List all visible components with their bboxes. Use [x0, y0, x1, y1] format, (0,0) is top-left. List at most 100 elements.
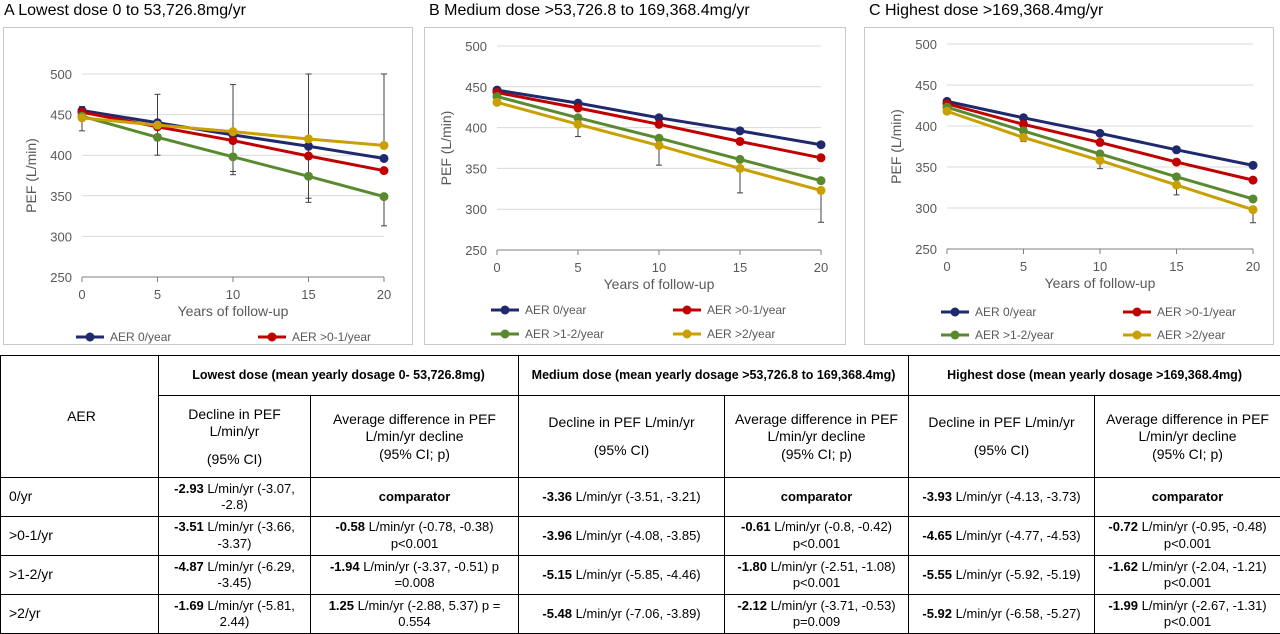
cell-estimate: 1.25 [328, 597, 354, 613]
data-point [1172, 172, 1181, 182]
cell-detail: L/min/yr (-3.71, -0.53) p=0.009 [767, 597, 896, 629]
cell-estimate: comparator [780, 488, 853, 504]
data-point [228, 136, 238, 146]
cell-estimate: -1.69 [174, 597, 204, 613]
legend-label: AER >2/year [1157, 328, 1225, 342]
x-tick-label: 10 [1093, 259, 1107, 274]
data-point [735, 126, 745, 136]
y-tick-label: 350 [915, 160, 937, 175]
x-tick-label: 15 [301, 287, 315, 302]
table-cell: -5.15 L/min/yr (-5.85, -4.46) [518, 554, 726, 595]
cell-detail: L/min/yr (-3.66, -3.37) [203, 519, 295, 551]
row-label: 0/yr [0, 477, 159, 517]
cell-estimate: -5.92 [922, 605, 953, 621]
panel-a-title: A Lowest dose 0 to 53,726.8mg/yr [4, 2, 246, 19]
data-point [1019, 113, 1028, 123]
cell-detail: L/min/yr (-5.92, -5.19) [952, 566, 1081, 582]
table-cell: -0.72 L/min/yr (-0.95, -0.48) p<0.001 [1094, 515, 1280, 556]
data-point [1248, 175, 1258, 185]
data-point [153, 120, 162, 130]
table-cell: -1.94 L/min/yr (-3.37, -0.51) p =0.008 [309, 554, 520, 595]
cell-estimate: -1.80 [737, 558, 768, 574]
cell-detail: L/min/yr (-6.29, -3.45) [203, 558, 295, 590]
cell-detail: L/min/yr (-6.58, -5.27) [952, 605, 1081, 621]
data-point [1248, 205, 1258, 215]
table-cell: -1.99 L/min/yr (-2.67, -1.31) p<0.001 [1094, 593, 1280, 634]
data-point [1019, 132, 1028, 142]
legend-marker [267, 332, 277, 342]
data-point [1172, 180, 1181, 190]
table-row: 0/yr -2.93 L/min/yr (-3.07, -2.8) comparat… [0, 477, 1280, 517]
table-cell: comparator [724, 477, 910, 517]
data-point [304, 171, 313, 181]
y-axis-label: PEF (L/min) [23, 138, 39, 213]
row-label: >1-2/yr [0, 554, 159, 595]
cell-detail: L/min/yr (-4.08, -3.85) [572, 527, 701, 543]
chart-b-svg: 250 300 350 400 450 500 0 5 10 15 20 Years of follo… [438, 39, 828, 341]
table-cell: 1.25 L/min/yr (-2.88, 5.37) p = 0.554 [309, 593, 520, 634]
x-tick-label: 20 [1246, 259, 1260, 274]
y-tick-label: 400 [915, 119, 937, 134]
data-point [816, 153, 826, 163]
data-point [379, 192, 389, 202]
data-point [654, 141, 664, 151]
data-point [1248, 194, 1258, 204]
data-point [379, 166, 389, 176]
aer-header: AER [0, 354, 159, 479]
cell-estimate: comparator [1151, 488, 1224, 504]
y-tick-label: 300 [465, 202, 487, 217]
y-tick-label: 500 [50, 67, 72, 82]
x-tick-label: 15 [1169, 259, 1183, 274]
y-axis-label: PEF (L/min) [888, 109, 904, 184]
col-decline-lowest: Decline in PEF L/min/yr (95% CI) [158, 395, 311, 479]
cell-estimate: -2.12 [737, 597, 768, 613]
data-point [573, 113, 583, 123]
data-point [153, 132, 162, 142]
cell-detail: L/min/yr (-0.8, -0.42) p<0.001 [770, 519, 893, 551]
y-tick-label: 350 [50, 189, 72, 204]
cell-estimate: -0.61 [741, 519, 771, 535]
cell-estimate: -1.99 [1108, 597, 1139, 613]
y-tick-label: 450 [50, 108, 72, 123]
data-point [1095, 137, 1105, 147]
cell-estimate: -4.87 [174, 558, 204, 574]
legend-label: AER >0-1/year [292, 330, 371, 344]
data-point [304, 151, 313, 161]
table-cell: -4.87 L/min/yr (-6.29, -3.45) [158, 554, 311, 595]
y-tick-label: 450 [465, 80, 487, 95]
table-row: >1-2/yr -4.87 L/min/yr (-6.29, -3.45) -1.9… [0, 554, 1280, 595]
data-point [228, 127, 238, 137]
legend-label: AER >1-2/year [975, 328, 1054, 342]
table-cell: comparator [309, 477, 520, 517]
y-tick-label: 400 [50, 148, 72, 163]
table-cell: -1.69 L/min/yr (-5.81, 2.44) [158, 593, 311, 634]
table-cell: -0.58 L/min/yr (-0.78, -0.38) p<0.001 [309, 515, 520, 556]
cell-detail: L/min/yr (-2.67, -1.31) p<0.001 [1138, 597, 1267, 629]
cell-estimate: -5.15 [542, 566, 573, 582]
data-point [1095, 155, 1105, 165]
panel-b-title: B Medium dose >53,726.8 to 169,368.4mg/y… [429, 2, 750, 19]
data-point [735, 154, 745, 164]
y-axis-label: PEF (L/min) [438, 111, 454, 186]
legend-label: AER 0/year [110, 330, 171, 344]
table-row: >2/yr -1.69 L/min/yr (-5.81, 2.44) 1.25 L/… [0, 593, 1280, 634]
data-point [1095, 149, 1105, 159]
cell-detail: L/min/yr (-2.51, -1.08) p<0.001 [767, 558, 896, 590]
x-tick-label: 20 [377, 287, 391, 302]
x-tick-label: 10 [226, 287, 240, 302]
cell-estimate: -3.96 [542, 527, 573, 543]
x-tick-label: 0 [943, 259, 950, 274]
table-cell: -3.93 L/min/yr (-4.13, -3.73) [908, 477, 1096, 517]
col-avg-medium: Average difference in PEF L/min/yr decli… [724, 395, 910, 479]
legend-marker [682, 305, 692, 315]
y-tick-label: 450 [915, 78, 937, 93]
data-point [492, 97, 502, 107]
table-cell: -5.55 L/min/yr (-5.92, -5.19) [908, 554, 1096, 595]
data-point [379, 153, 389, 163]
cell-detail: L/min/yr (-7.06, -3.89) [572, 605, 701, 621]
cell-estimate: -3.36 [542, 488, 573, 504]
data-point [1019, 126, 1028, 136]
group-header-lowest: Lowest dose (mean yearly dosage 0- 53,72… [157, 354, 520, 397]
data-point [654, 113, 664, 123]
legend-label: AER >0-1/year [707, 303, 786, 317]
